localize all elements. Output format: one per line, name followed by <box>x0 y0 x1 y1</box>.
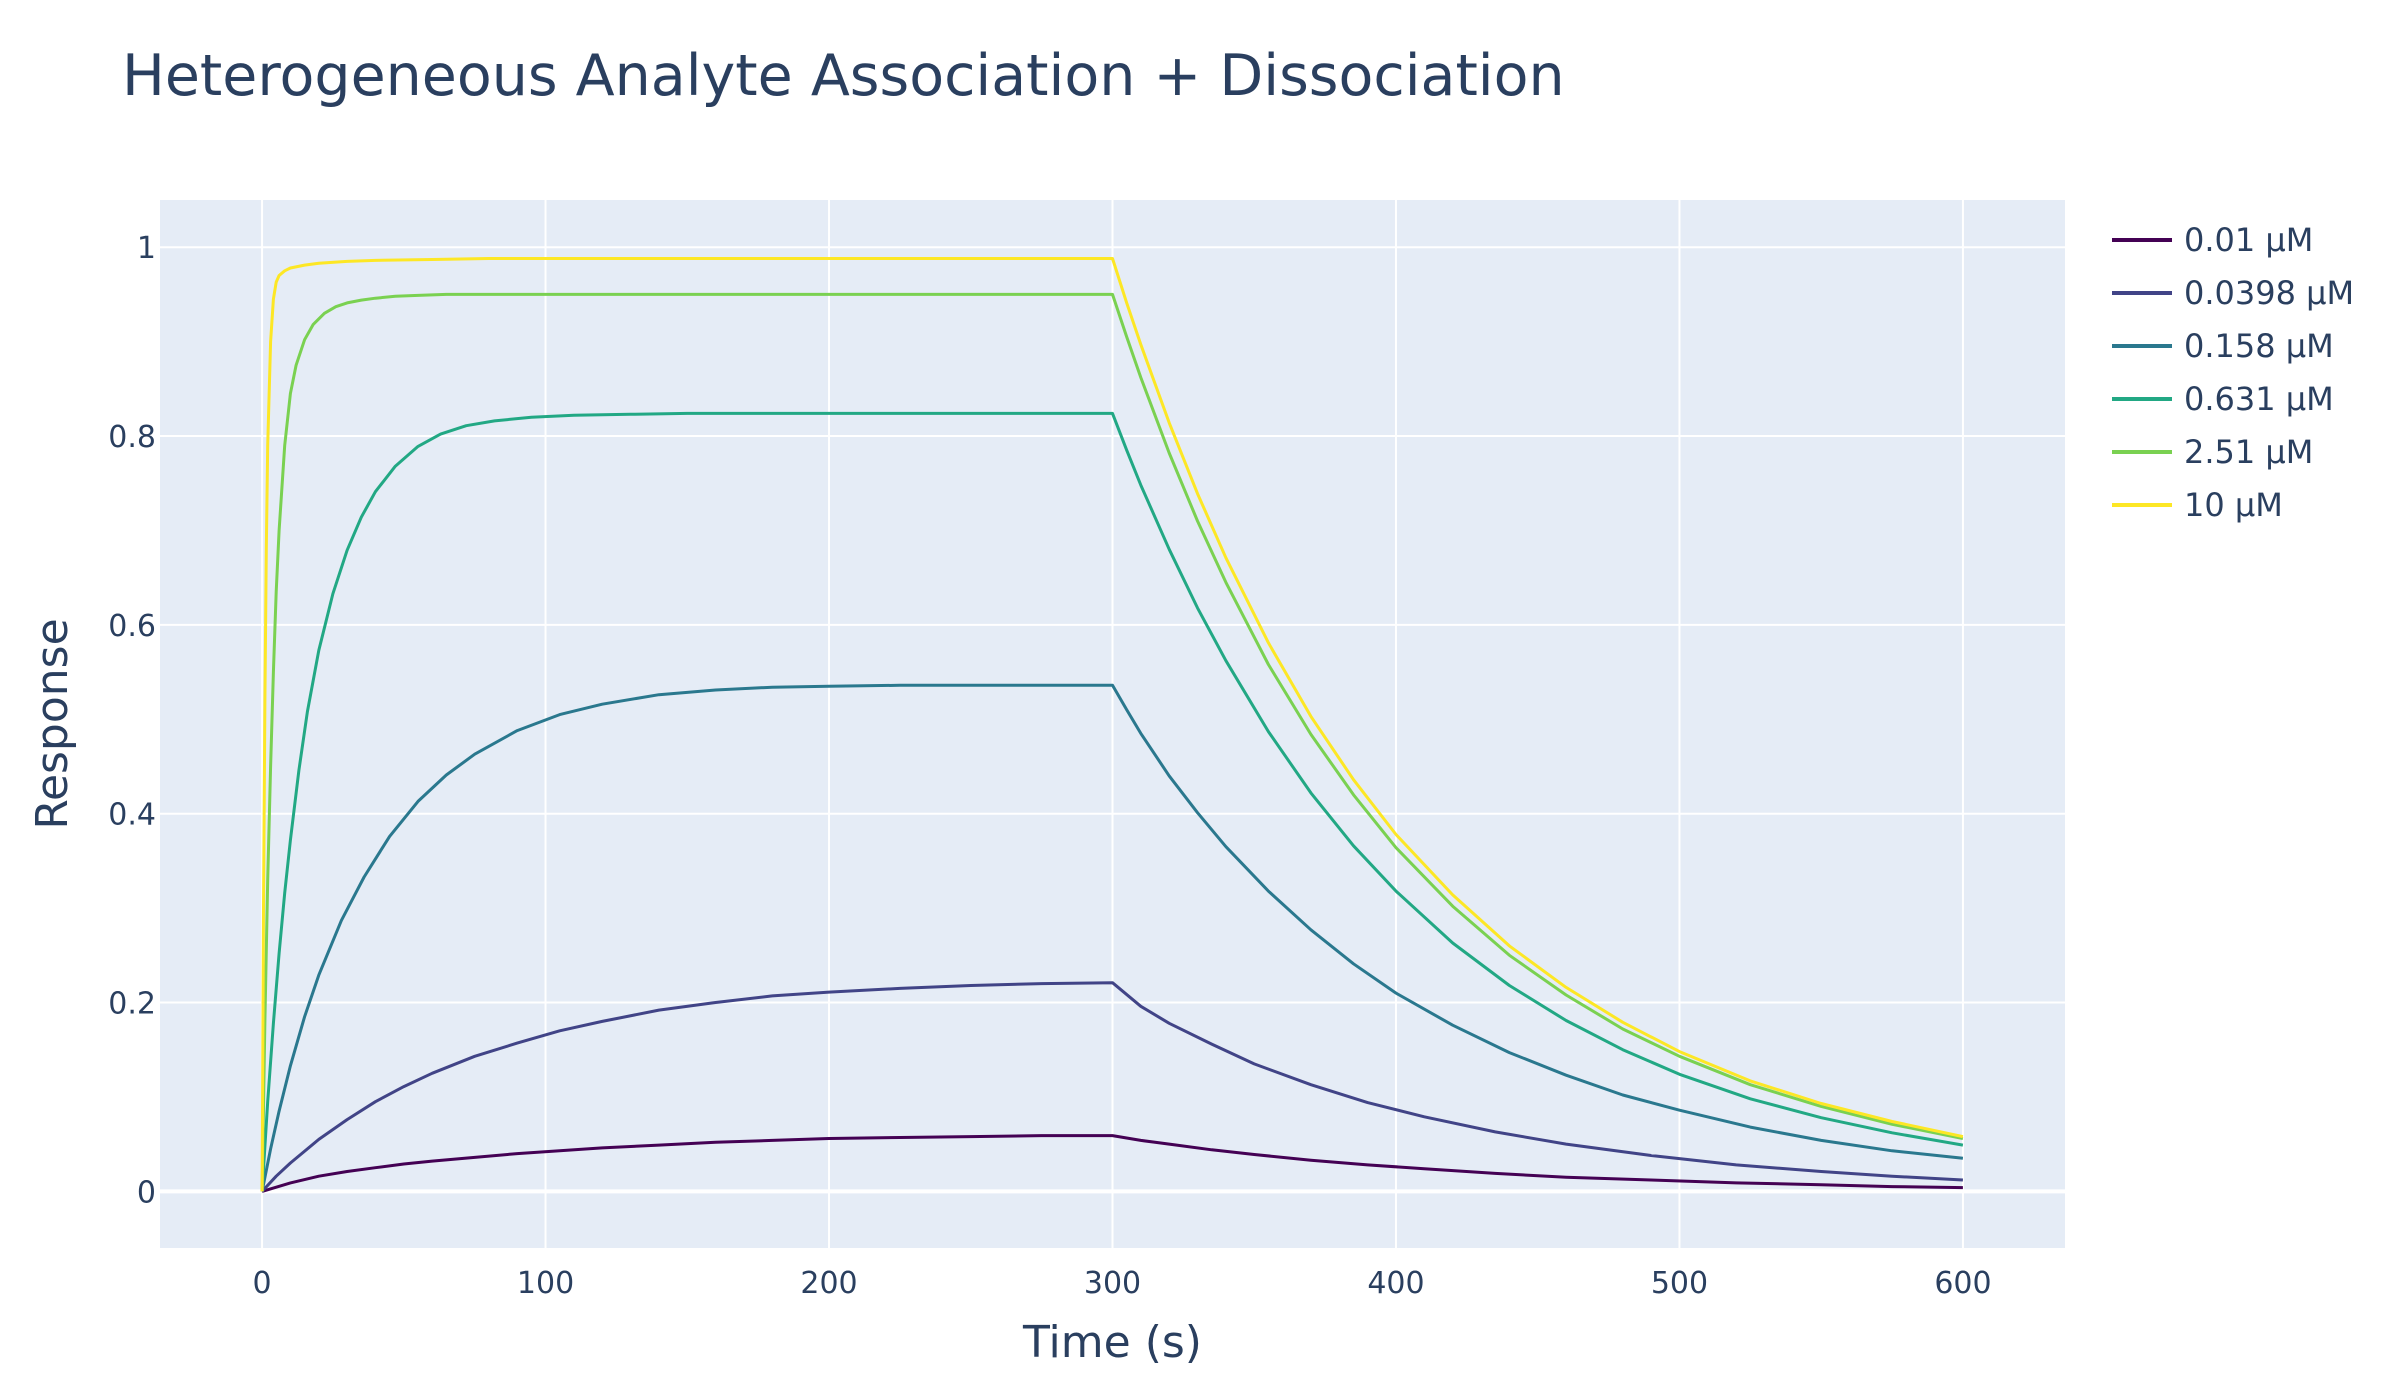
legend-item[interactable]: 0.631 μM <box>2112 380 2334 418</box>
legend-item[interactable]: 0.158 μM <box>2112 327 2334 365</box>
y-tick-label: 0.4 <box>108 798 156 833</box>
y-tick-label: 0 <box>137 1175 156 1210</box>
grid-lines <box>160 200 2065 1248</box>
chart-title: Heterogeneous Analyte Association + Diss… <box>122 43 1565 109</box>
legend-label: 2.51 μM <box>2184 433 2313 471</box>
x-tick-label: 600 <box>1934 1266 1991 1301</box>
series-line <box>260 411 1964 1192</box>
legend-label: 10 μM <box>2184 486 2283 524</box>
x-tick-label: 400 <box>1367 1266 1424 1301</box>
x-axis-title: Time (s) <box>1022 1317 1202 1368</box>
legend-item[interactable]: 0.01 μM <box>2112 221 2313 259</box>
legend-label: 0.631 μM <box>2184 380 2334 418</box>
y-tick-label: 0.2 <box>108 987 156 1022</box>
series-lines <box>260 257 1964 1193</box>
y-tick-label: 1 <box>137 231 156 266</box>
legend-label: 0.158 μM <box>2184 327 2334 365</box>
tick-labels: 0 100 200 300 400 500 600 0 0.2 0.4 0.6 0.8 1 <box>108 231 1991 1301</box>
series-line <box>260 683 1964 1192</box>
legend-item[interactable]: 0.0398 μM <box>2112 274 2354 312</box>
legend-label: 0.0398 μM <box>2184 274 2354 312</box>
x-tick-label: 300 <box>1084 1266 1141 1301</box>
y-tick-label: 0.6 <box>108 609 156 644</box>
legend-label: 0.01 μM <box>2184 221 2313 259</box>
x-tick-label: 200 <box>800 1266 857 1301</box>
x-tick-label: 0 <box>253 1266 272 1301</box>
y-axis-title: Response <box>27 618 78 829</box>
legend-item[interactable]: 2.51 μM <box>2112 433 2313 471</box>
y-tick-label: 0.8 <box>108 420 156 455</box>
legend-item[interactable]: 10 μM <box>2112 486 2283 524</box>
series-line <box>261 1134 1963 1193</box>
series-line <box>260 257 1964 1192</box>
x-tick-label: 500 <box>1651 1266 1708 1301</box>
series-line <box>261 981 1963 1193</box>
legend[interactable]: 0.01 μM 0.0398 μM 0.158 μM 0.631 μM 2.51 μM 1… <box>2112 221 2354 524</box>
x-tick-label: 100 <box>517 1266 574 1301</box>
series-line <box>260 292 1964 1192</box>
